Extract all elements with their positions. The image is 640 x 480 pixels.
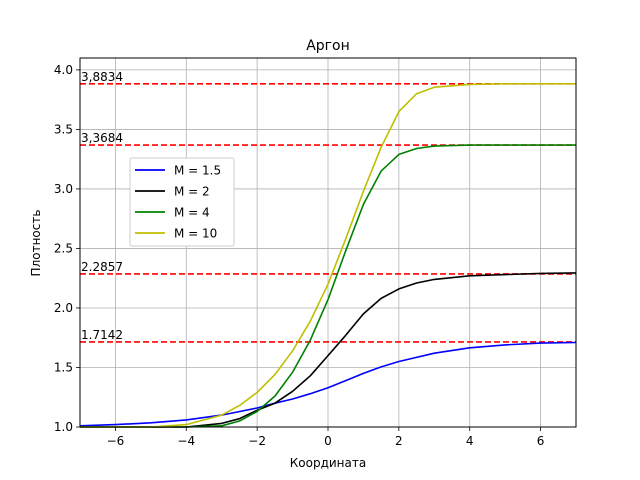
y-axis-label: Плотность — [29, 210, 43, 277]
legend-label: M = 2 — [174, 185, 210, 199]
x-axis-label: Координата — [290, 456, 366, 470]
legend: M = 1.5 M = 2 M = 4 M = 10 — [129, 157, 235, 247]
y-tick-label: 1.0 — [54, 420, 73, 434]
reference-lines: 3,8834 3,3684 2.2857 1.7142 — [80, 70, 576, 343]
y-axis: 1.0 1.5 2.0 2.5 3.0 3.5 4.0 — [54, 63, 80, 434]
x-tick-label: 0 — [324, 434, 332, 448]
chart-title: Аргон — [306, 38, 350, 54]
legend-box — [129, 157, 235, 247]
reference-line-label: 2.2857 — [81, 260, 123, 274]
x-tick-label: 2 — [395, 434, 403, 448]
series-line — [80, 83, 576, 428]
reference-line-label: 1.7142 — [81, 328, 123, 342]
legend-label: M = 10 — [174, 227, 217, 241]
legend-label: M = 4 — [174, 206, 210, 220]
y-tick-label: 1.5 — [54, 360, 73, 374]
x-tick-label: 6 — [537, 434, 545, 448]
y-tick-label: 4.0 — [54, 63, 73, 77]
x-tick-label: −2 — [248, 434, 266, 448]
x-axis: −6 −4 −2 0 2 4 6 — [107, 427, 545, 448]
y-tick-label: 2.5 — [54, 241, 73, 255]
series-line — [80, 272, 577, 428]
reference-line-label: 3,3684 — [81, 131, 123, 145]
series-line — [80, 144, 576, 428]
y-tick-label: 3.0 — [54, 182, 73, 196]
y-tick-label: 2.0 — [54, 301, 73, 315]
x-tick-label: −4 — [177, 434, 195, 448]
reference-line-label: 3,8834 — [81, 70, 123, 84]
y-tick-label: 3.5 — [54, 122, 73, 136]
x-tick-label: −6 — [107, 434, 125, 448]
legend-label: M = 1.5 — [174, 164, 221, 178]
series-line — [79, 341, 577, 427]
series-lines — [79, 83, 577, 428]
x-tick-label: 4 — [466, 434, 474, 448]
